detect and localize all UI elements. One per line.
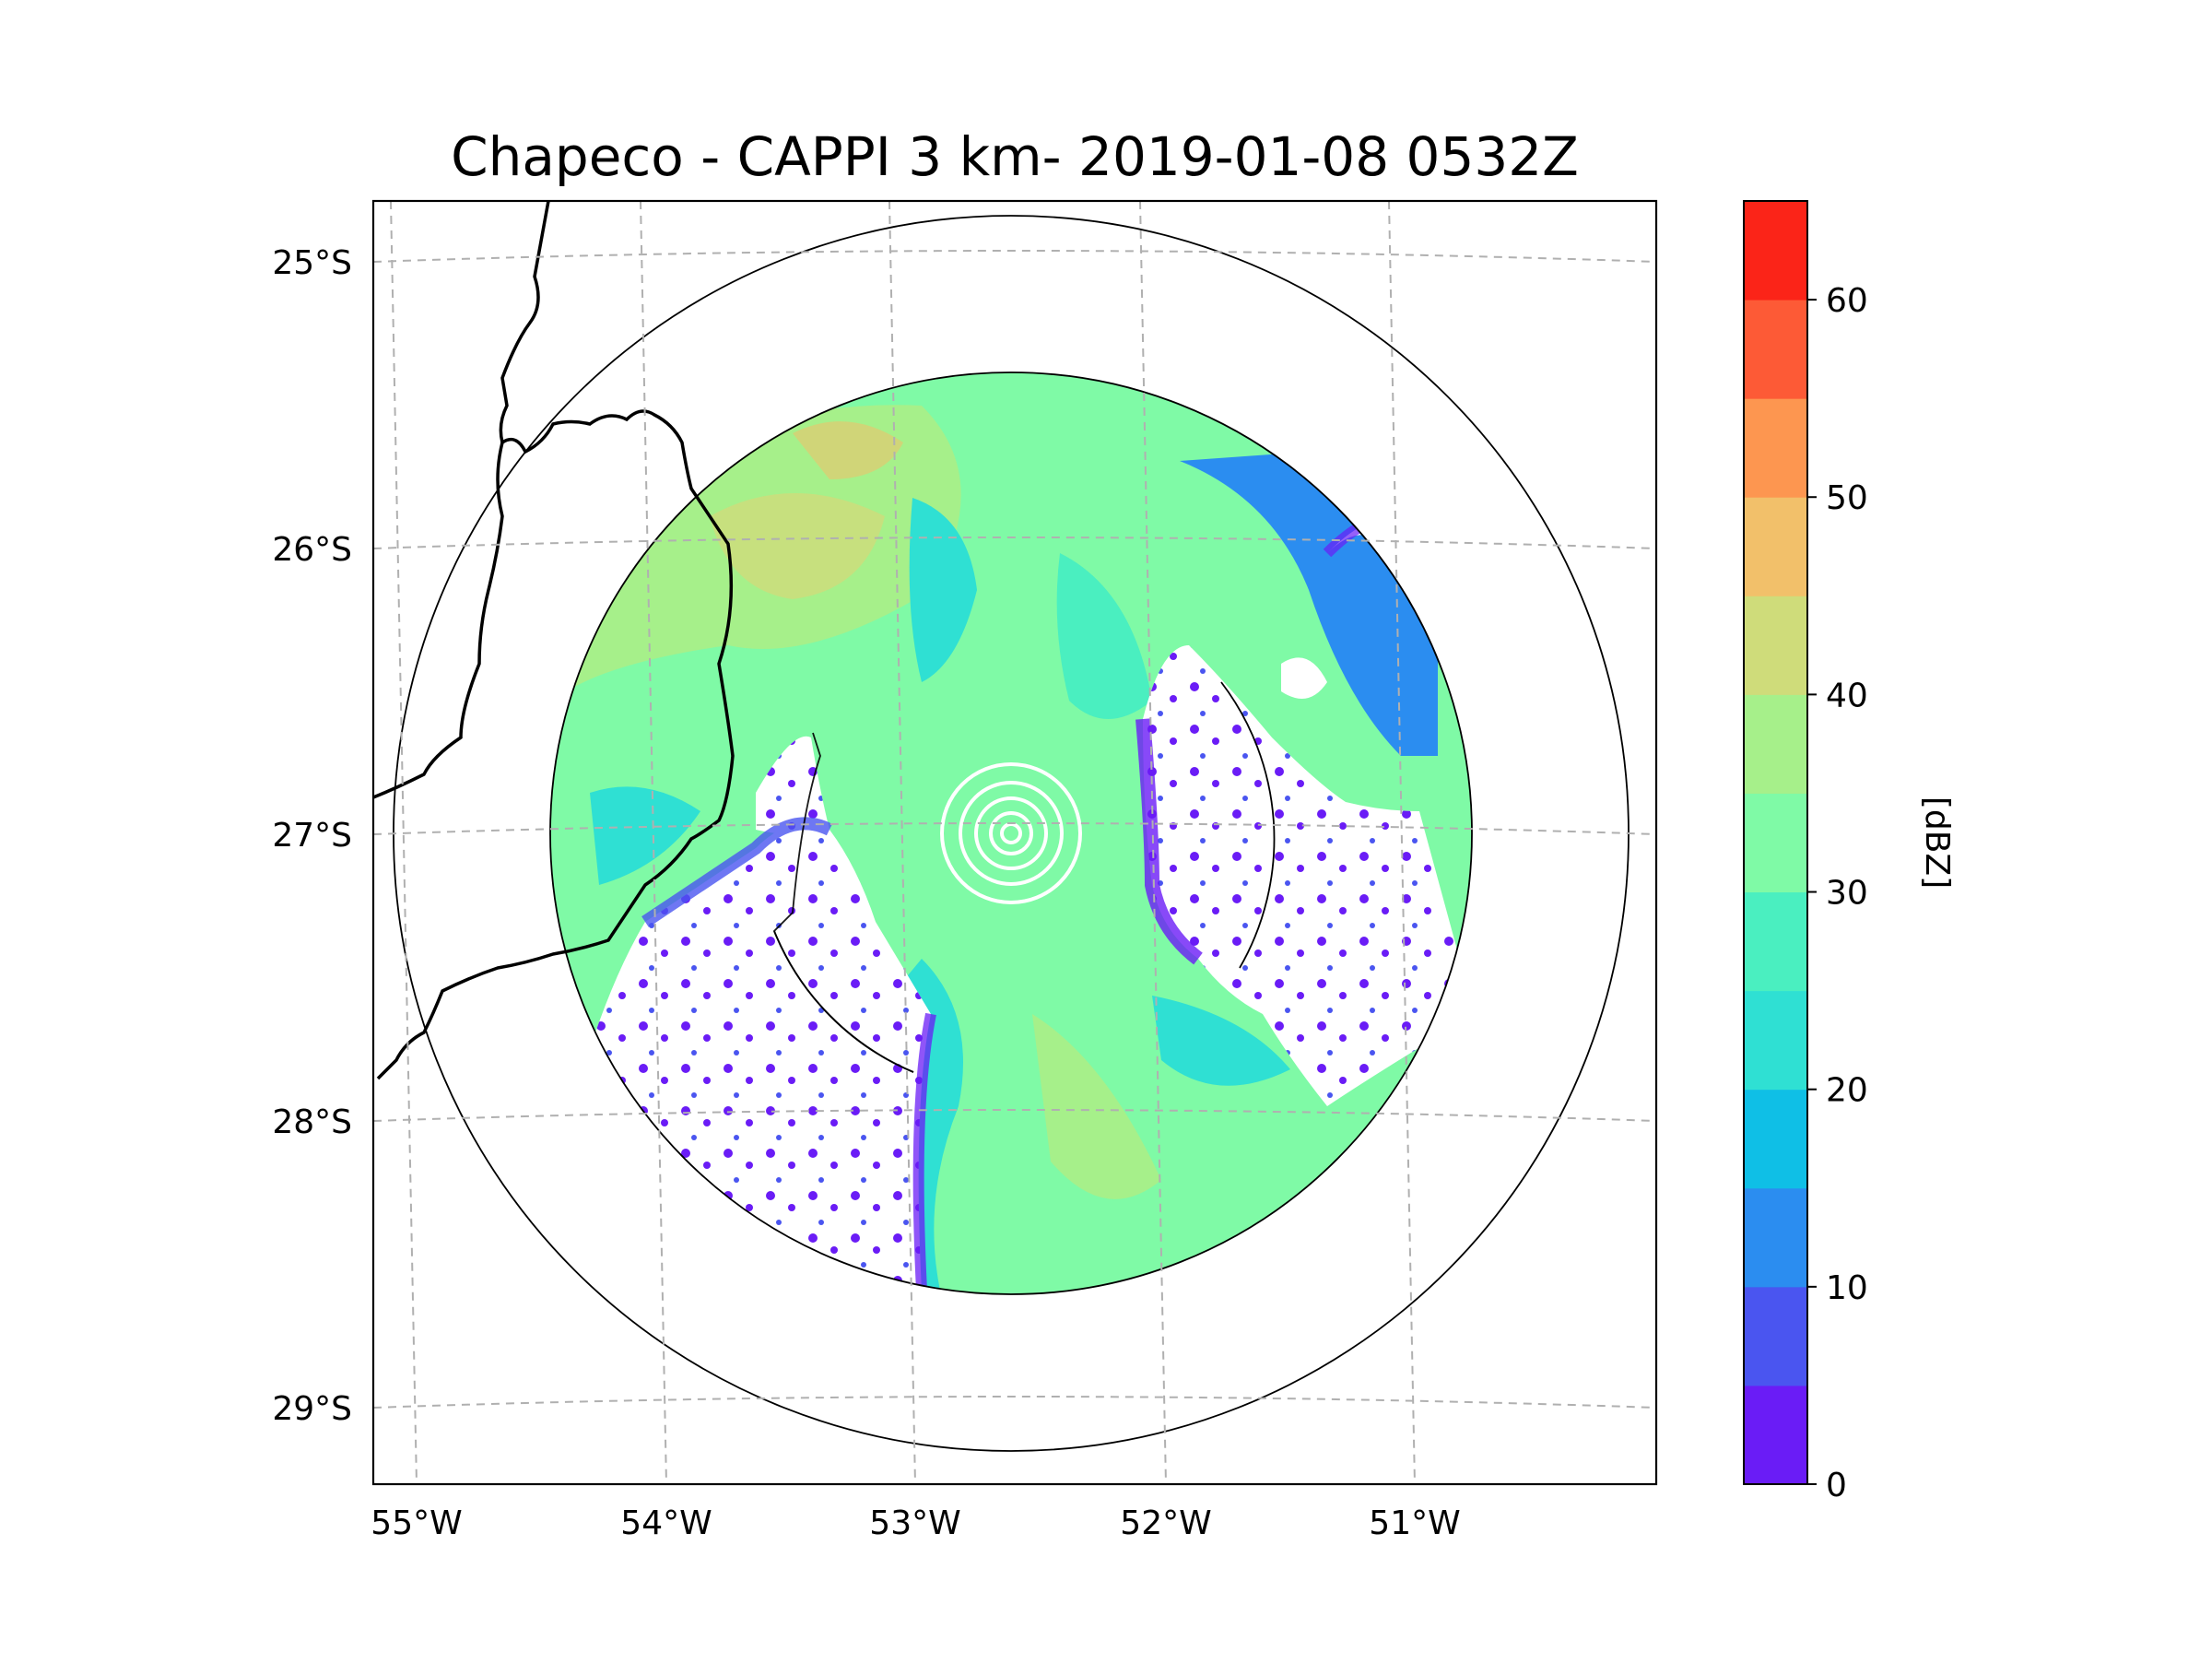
colorbar-tick-label: 20 bbox=[1826, 1072, 1868, 1110]
colorbar-segment bbox=[1744, 1385, 1807, 1485]
colorbar-segment bbox=[1744, 891, 1807, 992]
colorbar-segment bbox=[1744, 596, 1807, 695]
range-ring-100km-e bbox=[1220, 681, 1276, 969]
colorbar-segment bbox=[1744, 300, 1807, 399]
range-ring-200km bbox=[549, 372, 1473, 1295]
border-argentina-brazil bbox=[376, 201, 735, 1080]
lon-label-52w: 52°W bbox=[1120, 1504, 1211, 1542]
colorbar-segment bbox=[1744, 1187, 1807, 1288]
lat-label-29s: 29°S bbox=[272, 1390, 352, 1428]
longitude-labels: 55°W 54°W 53°W 52°W 51°W bbox=[371, 1504, 1460, 1542]
colorbar-label: [dBZ] bbox=[1918, 796, 1956, 889]
meridian-line bbox=[1139, 201, 1167, 1484]
range-ring-100km-sw bbox=[773, 930, 914, 1073]
colorbar-segment bbox=[1744, 694, 1807, 794]
lon-label-55w: 55°W bbox=[371, 1504, 462, 1542]
colorbar-segment bbox=[1744, 793, 1807, 893]
colorbar-tick-label: 30 bbox=[1826, 875, 1868, 913]
gridlines bbox=[373, 201, 1656, 1484]
colorbar-frame bbox=[1743, 200, 1808, 1485]
map-area bbox=[373, 201, 1656, 1484]
lon-label-54w: 54°W bbox=[620, 1504, 712, 1542]
parallel-line bbox=[373, 537, 1656, 549]
map-frame bbox=[371, 199, 1658, 1486]
colorbar-segment bbox=[1744, 990, 1807, 1091]
colorbar-segment bbox=[1744, 1286, 1807, 1386]
parallel-line bbox=[373, 822, 1656, 835]
colorbar-segment bbox=[1744, 497, 1807, 596]
meridian-line bbox=[888, 201, 916, 1484]
reflectivity-field bbox=[550, 372, 1472, 1294]
parallel-line bbox=[373, 1396, 1656, 1409]
meridian-line bbox=[390, 201, 418, 1484]
lat-label-26s: 26°S bbox=[272, 531, 352, 569]
colorbar-tick-label: 50 bbox=[1826, 479, 1868, 517]
latitude-labels: 25°S 26°S 27°S 28°S 29°S bbox=[272, 244, 352, 1428]
colorbar-tick-label: 0 bbox=[1826, 1467, 1847, 1504]
colorbar-ticks: 0 10 20 30 40 50 60 bbox=[1807, 282, 1868, 1504]
lat-label-27s: 27°S bbox=[272, 817, 352, 855]
parallel-line bbox=[373, 250, 1656, 263]
meridian-line bbox=[1388, 201, 1416, 1484]
parallel-line bbox=[373, 1109, 1656, 1122]
clutter-rings bbox=[940, 762, 1082, 904]
colorbar-segment bbox=[1744, 1089, 1807, 1189]
lat-label-28s: 28°S bbox=[272, 1103, 352, 1141]
colorbar-tick-label: 60 bbox=[1826, 282, 1868, 320]
colorbar-segment bbox=[1744, 201, 1807, 301]
meridian-line bbox=[640, 201, 667, 1484]
colorbar-tick-label: 10 bbox=[1826, 1269, 1868, 1307]
chart-title: Chapeco - CAPPI 3 km- 2019-01-08 0532Z bbox=[451, 125, 1579, 188]
lon-label-51w: 51°W bbox=[1369, 1504, 1460, 1542]
colorbar bbox=[1744, 201, 1807, 1485]
colorbar-tick-label: 40 bbox=[1826, 677, 1868, 714]
colorbar-segment bbox=[1744, 398, 1807, 498]
lon-label-53w: 53°W bbox=[869, 1504, 960, 1542]
lat-label-25s: 25°S bbox=[272, 244, 352, 282]
border-misiones bbox=[373, 442, 504, 799]
